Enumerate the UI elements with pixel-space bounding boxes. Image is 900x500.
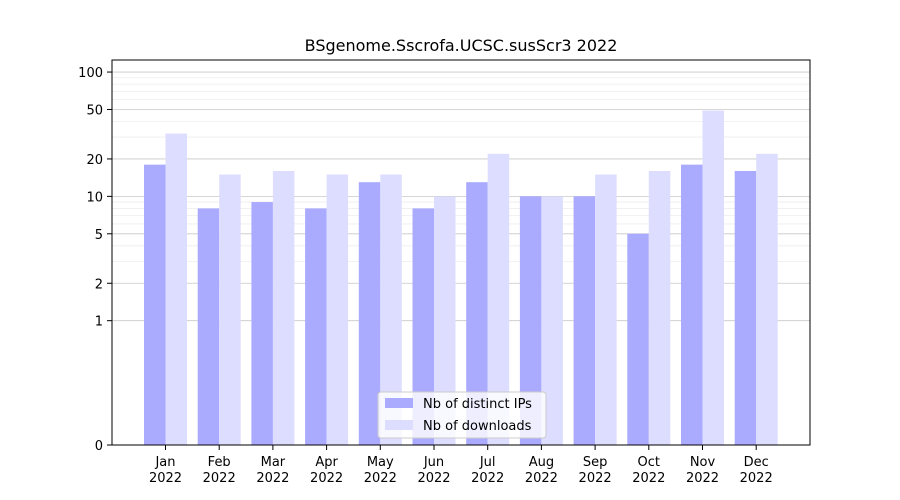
legend-swatch-downloads: [385, 420, 413, 430]
x-tick-label-year: 2022: [417, 471, 450, 486]
x-tick-label-year: 2022: [740, 471, 773, 486]
x-tick-label-year: 2022: [203, 471, 236, 486]
x-tick-label-month: Mar: [261, 455, 286, 470]
legend-swatch-ips: [385, 398, 413, 408]
bar-ips: [251, 202, 273, 445]
bar-downloads: [272, 170, 295, 446]
bar-downloads: [326, 174, 349, 445]
bar-ips: [519, 196, 542, 445]
x-tick-label-month: Oct: [638, 455, 660, 470]
y-tick-label: 2: [95, 277, 103, 292]
x-tick-label-month: Jul: [479, 455, 496, 470]
bar-ips: [681, 164, 703, 445]
bar-downloads: [702, 110, 724, 445]
x-tick-label-month: Jan: [154, 455, 175, 470]
bars-layer: [144, 110, 778, 446]
legend-box: [377, 391, 547, 439]
bar-downloads: [487, 153, 510, 445]
x-tick-label-year: 2022: [310, 471, 343, 486]
x-axis: Jan2022Feb2022Mar2022Apr2022May2022Jun20…: [149, 445, 773, 486]
bar-ips: [412, 208, 434, 445]
x-tick-label-year: 2022: [256, 471, 289, 486]
bar-downloads: [219, 174, 241, 445]
legend: Nb of distinct IPs Nb of downloads: [377, 391, 547, 439]
bar-ips: [305, 208, 327, 445]
bar-downloads: [595, 174, 617, 445]
bar-downloads: [541, 196, 563, 445]
x-tick-label-month: May: [367, 455, 394, 470]
chart-title: BSgenome.Sscrofa.UCSC.susScr3 2022: [305, 36, 618, 55]
y-tick-label: 10: [86, 190, 103, 205]
bar-downloads: [756, 153, 778, 445]
bar-ips: [734, 170, 757, 446]
y-tick-label: 20: [86, 153, 103, 168]
y-tick-label: 100: [78, 66, 103, 81]
x-tick-label-year: 2022: [579, 471, 612, 486]
legend-label-downloads: Nb of downloads: [423, 419, 532, 434]
bar-downloads: [648, 170, 671, 446]
plot-frame: [111, 59, 811, 446]
bar-ips: [573, 196, 596, 445]
bar-ips: [197, 208, 220, 445]
bar-downloads: [434, 196, 456, 445]
y-axis: 0 1 2 5 10 20 50 100: [78, 66, 112, 454]
y-tick-label: 50: [86, 103, 103, 118]
x-tick-label-year: 2022: [686, 471, 719, 486]
y-tick-label: 0: [95, 439, 103, 454]
x-tick-label-month: Dec: [744, 455, 769, 470]
bar-ips: [466, 182, 488, 445]
x-tick-label-month: Aug: [529, 455, 554, 470]
x-tick-label-month: Apr: [315, 455, 338, 470]
y-tick-label: 5: [95, 228, 103, 243]
x-tick-label-year: 2022: [525, 471, 558, 486]
x-tick-label-year: 2022: [471, 471, 504, 486]
x-tick-label-month: Jun: [423, 455, 444, 470]
x-tick-label-year: 2022: [149, 471, 182, 486]
bar-ips: [144, 164, 166, 445]
x-tick-label-month: Nov: [690, 455, 716, 470]
bar-downloads: [380, 174, 402, 445]
legend-label-ips: Nb of distinct IPs: [423, 397, 532, 412]
bar-downloads: [165, 133, 187, 445]
x-tick-label-year: 2022: [632, 471, 665, 486]
x-tick-label-month: Feb: [208, 455, 231, 470]
y-tick-label: 1: [95, 315, 103, 330]
x-tick-label-month: Sep: [583, 455, 608, 470]
x-tick-label-year: 2022: [364, 471, 397, 486]
bar-ips: [627, 233, 649, 445]
bar-ips: [358, 182, 381, 445]
